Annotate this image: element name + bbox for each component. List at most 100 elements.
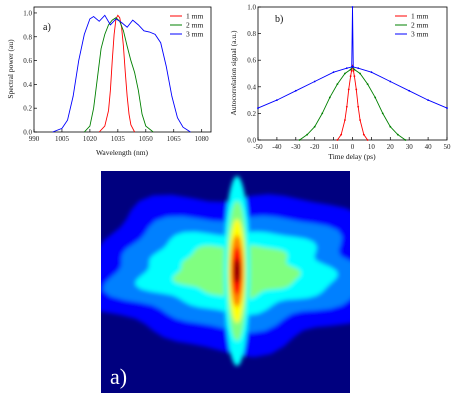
autocorr-y-axis-label: Autocorrelation signal (a.u.): [229, 30, 238, 115]
series-line: [257, 66, 448, 109]
legend-label: 1 mm: [186, 12, 203, 21]
spectra-x-ticks: 990 1005 1020 1035 1050 1065 1080: [29, 129, 209, 143]
y-tick-label: 1.0: [23, 9, 32, 17]
x-tick-label: -10: [329, 143, 339, 151]
data-point: [328, 96, 331, 99]
data-point: [350, 65, 353, 68]
y-tick-label: 0.6: [247, 57, 256, 65]
data-point: [381, 112, 384, 115]
data-point: [353, 68, 356, 71]
spectra-x-axis-label: Wavelength (nm): [96, 148, 149, 157]
spectra-y-axis-label: Spectral power (au): [6, 39, 15, 99]
data-point: [347, 88, 350, 91]
x-tick-label: 1020: [83, 135, 98, 143]
data-point: [362, 133, 365, 136]
beam-heatmap: a): [101, 171, 350, 393]
heatmap-panel-label: a): [110, 364, 127, 389]
y-tick-label: 0.2: [23, 105, 32, 113]
x-tick-label: 50: [444, 143, 452, 151]
x-tick-label: 1005: [55, 135, 70, 143]
data-point: [349, 68, 352, 71]
data-point: [344, 72, 346, 75]
x-tick-label: 0: [351, 143, 355, 151]
x-tick-label: 10: [368, 143, 376, 151]
autocorr-series: [257, 6, 448, 141]
x-tick-label: -40: [272, 143, 282, 151]
data-point: [336, 83, 339, 86]
data-point: [359, 119, 361, 121]
y-tick-label: 0.8: [23, 33, 32, 41]
data-point: [349, 75, 352, 78]
autocorr-panel-label: b): [275, 14, 283, 25]
data-point: [427, 99, 429, 101]
data-point: [332, 71, 335, 74]
y-tick-label: 0.2: [247, 110, 256, 118]
autocorrelation-chart: 0.0 0.2 0.4 0.6 0.8 1.0 -50 -40 -30 -20 -10 0 10 20 3…: [229, 4, 451, 162]
data-point: [366, 139, 369, 141]
data-point: [350, 69, 353, 72]
spectra-series: [52, 14, 191, 133]
data-point: [298, 139, 301, 141]
data-point: [352, 69, 355, 72]
data-point: [389, 125, 392, 128]
data-point: [396, 133, 399, 136]
y-tick-label: 0.0: [23, 129, 32, 137]
y-tick-label: 0.4: [23, 81, 32, 89]
heatmap-core: [234, 259, 240, 283]
data-point: [404, 139, 407, 141]
x-tick-label: 1065: [167, 135, 182, 143]
legend-label: 3 mm: [411, 30, 428, 39]
data-point: [306, 133, 309, 136]
data-point: [408, 89, 411, 92]
x-tick-label: -30: [291, 143, 301, 151]
legend-label: 3 mm: [186, 30, 203, 39]
y-tick-label: 1.0: [247, 4, 256, 12]
y-tick-label: 0.6: [23, 57, 32, 65]
data-point: [257, 107, 259, 109]
spectra-chart: 0.0 0.2 0.4 0.6 0.8 1.0 990 1005 1020 1035 1050 10…: [6, 6, 212, 157]
data-point: [355, 88, 358, 91]
data-point: [313, 80, 316, 83]
data-point: [344, 119, 346, 121]
data-point: [357, 105, 360, 108]
data-point: [366, 83, 369, 86]
data-point: [321, 112, 324, 115]
legend-label: 2 mm: [411, 21, 428, 30]
autocorr-y-ticks: 0.0 0.2 0.4 0.6 0.8 1.0: [247, 4, 261, 145]
data-point: [353, 75, 356, 78]
x-tick-label: 1050: [139, 135, 154, 143]
y-tick-label: 0.0: [247, 137, 256, 145]
x-tick-label: 990: [29, 135, 40, 143]
autocorr-x-ticks: -50 -40 -30 -20 -10 0 10 20 30 40 50: [253, 137, 451, 151]
data-point: [352, 65, 355, 68]
spectra-y-ticks: 0.0 0.2 0.4 0.6 0.8 1.0: [23, 9, 37, 137]
y-tick-label: 0.4: [247, 83, 256, 91]
data-point: [359, 72, 361, 75]
data-point: [374, 96, 377, 99]
data-point: [351, 6, 354, 8]
data-point: [345, 105, 348, 108]
data-point: [389, 80, 392, 83]
legend-label: 2 mm: [186, 21, 203, 30]
x-tick-label: -50: [253, 143, 263, 151]
series-line: [52, 14, 191, 133]
spectra-panel-label: a): [43, 22, 51, 33]
series-line: [83, 17, 154, 133]
spectra-legend: 1 mm2 mm3 mm: [170, 12, 203, 39]
y-tick-label: 0.8: [247, 30, 256, 38]
series-line: [337, 65, 368, 141]
autocorr-x-axis-label: Time delay (ps): [328, 152, 376, 161]
x-tick-label: 40: [425, 143, 433, 151]
legend-label: 1 mm: [411, 12, 428, 21]
x-tick-label: 1035: [111, 135, 126, 143]
spectra-plot-frame: [33, 6, 212, 133]
x-tick-label: 20: [387, 143, 395, 151]
data-point: [357, 67, 360, 70]
x-tick-label: 1080: [195, 135, 210, 143]
data-point: [340, 133, 343, 136]
series-line: [299, 66, 406, 141]
data-point: [294, 89, 297, 92]
data-point: [313, 125, 316, 128]
x-tick-label: 30: [406, 143, 414, 151]
